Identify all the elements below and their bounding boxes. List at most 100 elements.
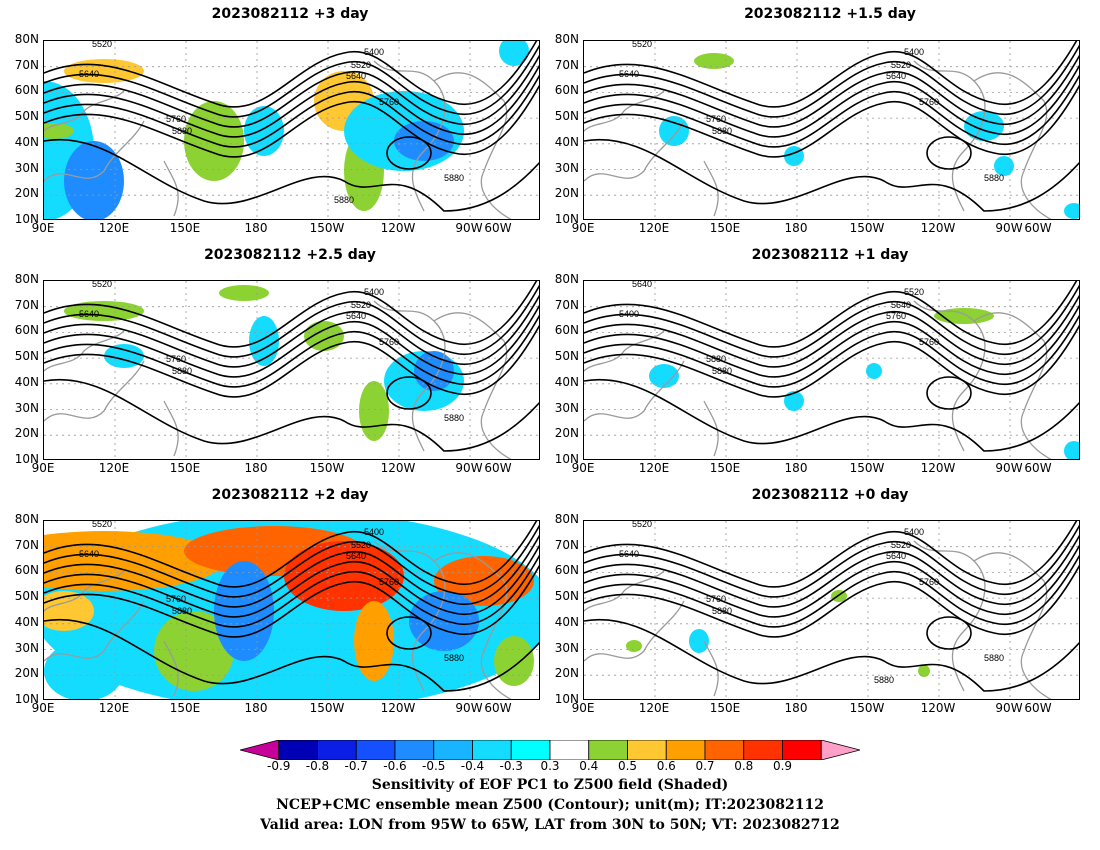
lat-tick-label: 80N xyxy=(14,512,39,526)
lat-tick-label: 50N xyxy=(14,589,39,604)
z500-contour xyxy=(584,44,1079,118)
colorbar-tick-label: 0.4 xyxy=(579,759,599,773)
lat-tick-label: 40N xyxy=(554,134,579,149)
lon-tick-label: 120W xyxy=(380,461,416,475)
colorbar-swatch xyxy=(278,740,318,760)
lat-tick-label: 30N xyxy=(14,160,39,175)
panel-title-5: 2023082112 +2 day xyxy=(211,487,369,503)
sensitivity-shade xyxy=(499,41,529,66)
contour-label: 5880 xyxy=(712,126,732,136)
lon-tick-label: 120E xyxy=(638,221,670,235)
contour-label: 5520 xyxy=(92,281,112,289)
sensitivity-shade xyxy=(44,531,224,591)
panel-title-6: 2023082112 +0 day xyxy=(751,487,909,503)
colorbar-tick-label: -0.5 xyxy=(422,759,446,773)
contour-label: 5880 xyxy=(444,173,464,183)
z500-contour xyxy=(44,378,539,452)
z500-contour xyxy=(584,544,1079,618)
lon-tick-label: 120E xyxy=(638,701,670,715)
contour-label: 5880 xyxy=(334,195,354,205)
z500-contour xyxy=(926,616,972,650)
contour-label: 5760 xyxy=(706,594,726,604)
map-panel-6: 5520 5640 5400 5520 5640 5760 5760 5880 5880 5880 xyxy=(583,520,1080,700)
lat-tick-label: 30N xyxy=(554,160,579,175)
contour-label: 5640 xyxy=(79,549,99,559)
contour-label: 5880 xyxy=(172,366,192,376)
coastline xyxy=(973,72,1052,219)
lon-tick-label: 90E xyxy=(31,461,55,475)
colorbar-swatch xyxy=(782,740,822,760)
sensitivity-shade xyxy=(64,301,144,321)
lat-tick-label: 70N xyxy=(14,57,39,72)
z500-contour xyxy=(386,616,432,650)
z500-contour xyxy=(584,84,1079,158)
contour-label: 5880 xyxy=(706,354,726,364)
colorbar xyxy=(240,740,860,760)
z500-contour xyxy=(44,138,539,212)
lat-tick-label: 80N xyxy=(554,512,579,526)
colorbar-tick-label: 0.9 xyxy=(772,759,793,773)
lat-tick-label: 40N xyxy=(14,374,39,389)
z500-contour xyxy=(584,564,1079,638)
panel-title-1: 2023082112 +3 day xyxy=(211,6,369,22)
lon-tick-label: 60W xyxy=(1024,461,1052,475)
contour-label: 5400 xyxy=(364,287,384,297)
sensitivity-shade xyxy=(214,561,274,661)
lat-tick-label: 70N xyxy=(14,537,39,552)
contour-label: 5760 xyxy=(706,114,726,124)
z500-contour xyxy=(584,41,1078,108)
z500-contour xyxy=(44,618,539,692)
footer-line-2: NCEP+CMC ensemble mean Z500 (Contour); u… xyxy=(276,797,824,813)
lat-tick-label: 10N xyxy=(554,452,579,466)
contour-label: 5520 xyxy=(351,540,371,550)
lat-tick-label: 70N xyxy=(554,537,579,552)
sensitivity-shade xyxy=(649,364,679,388)
lon-tick-label: 180 xyxy=(244,461,268,475)
coastline xyxy=(163,640,179,697)
lon-tick-label: 150W xyxy=(849,701,885,715)
contour-label: 5880 xyxy=(874,675,894,685)
lon-tick-label: 90W xyxy=(455,701,483,715)
lon-tick-label: 90E xyxy=(571,221,595,235)
lat-tick-label: 70N xyxy=(14,297,39,312)
sensitivity-shade xyxy=(626,640,642,652)
lon-tick-label: 90E xyxy=(571,461,595,475)
contour-label: 5640 xyxy=(619,69,639,79)
sensitivity-shade xyxy=(689,629,709,653)
sensitivity-shade xyxy=(64,141,124,219)
colorbar-swatch xyxy=(665,740,706,760)
coastline xyxy=(44,360,145,422)
coastline xyxy=(373,300,446,452)
lon-tick-label: 120E xyxy=(98,701,130,715)
colorbar-tick-label: 0.7 xyxy=(695,759,715,773)
lat-tick-label: 80N xyxy=(14,272,39,286)
lat-tick-label: 20N xyxy=(554,426,579,441)
coastline xyxy=(703,400,719,457)
lat-tick-label: 10N xyxy=(554,692,579,706)
colorbar-swatch xyxy=(627,740,667,760)
contour-label: 5880 xyxy=(984,173,1004,183)
lat-tick-label: 80N xyxy=(14,32,39,46)
sensitivity-shade xyxy=(659,116,689,146)
lat-tick-label: 50N xyxy=(554,109,579,124)
sensitivity-shade xyxy=(304,321,344,351)
coastline xyxy=(973,552,1052,699)
sensitivity-shade xyxy=(994,156,1014,176)
lat-tick-label: 20N xyxy=(14,426,39,441)
lon-tick-label: 120W xyxy=(380,221,416,235)
lon-tick-label: 90W xyxy=(455,221,483,235)
contour-label: 5520 xyxy=(632,521,652,529)
contour-label: 5640 xyxy=(886,71,906,81)
z500-contour xyxy=(584,138,1079,212)
contour-label: 5400 xyxy=(364,527,384,537)
contour-label: 5520 xyxy=(891,60,911,70)
coastline xyxy=(913,300,986,452)
coastline xyxy=(44,600,145,662)
colorbar-swatch xyxy=(355,740,396,760)
contour-label: 5760 xyxy=(919,337,939,347)
coastline xyxy=(703,640,719,697)
contour-label: 5400 xyxy=(904,527,924,537)
lat-tick-label: 20N xyxy=(554,186,579,201)
contour-label: 5760 xyxy=(886,311,906,321)
contour-label: 5520 xyxy=(351,60,371,70)
